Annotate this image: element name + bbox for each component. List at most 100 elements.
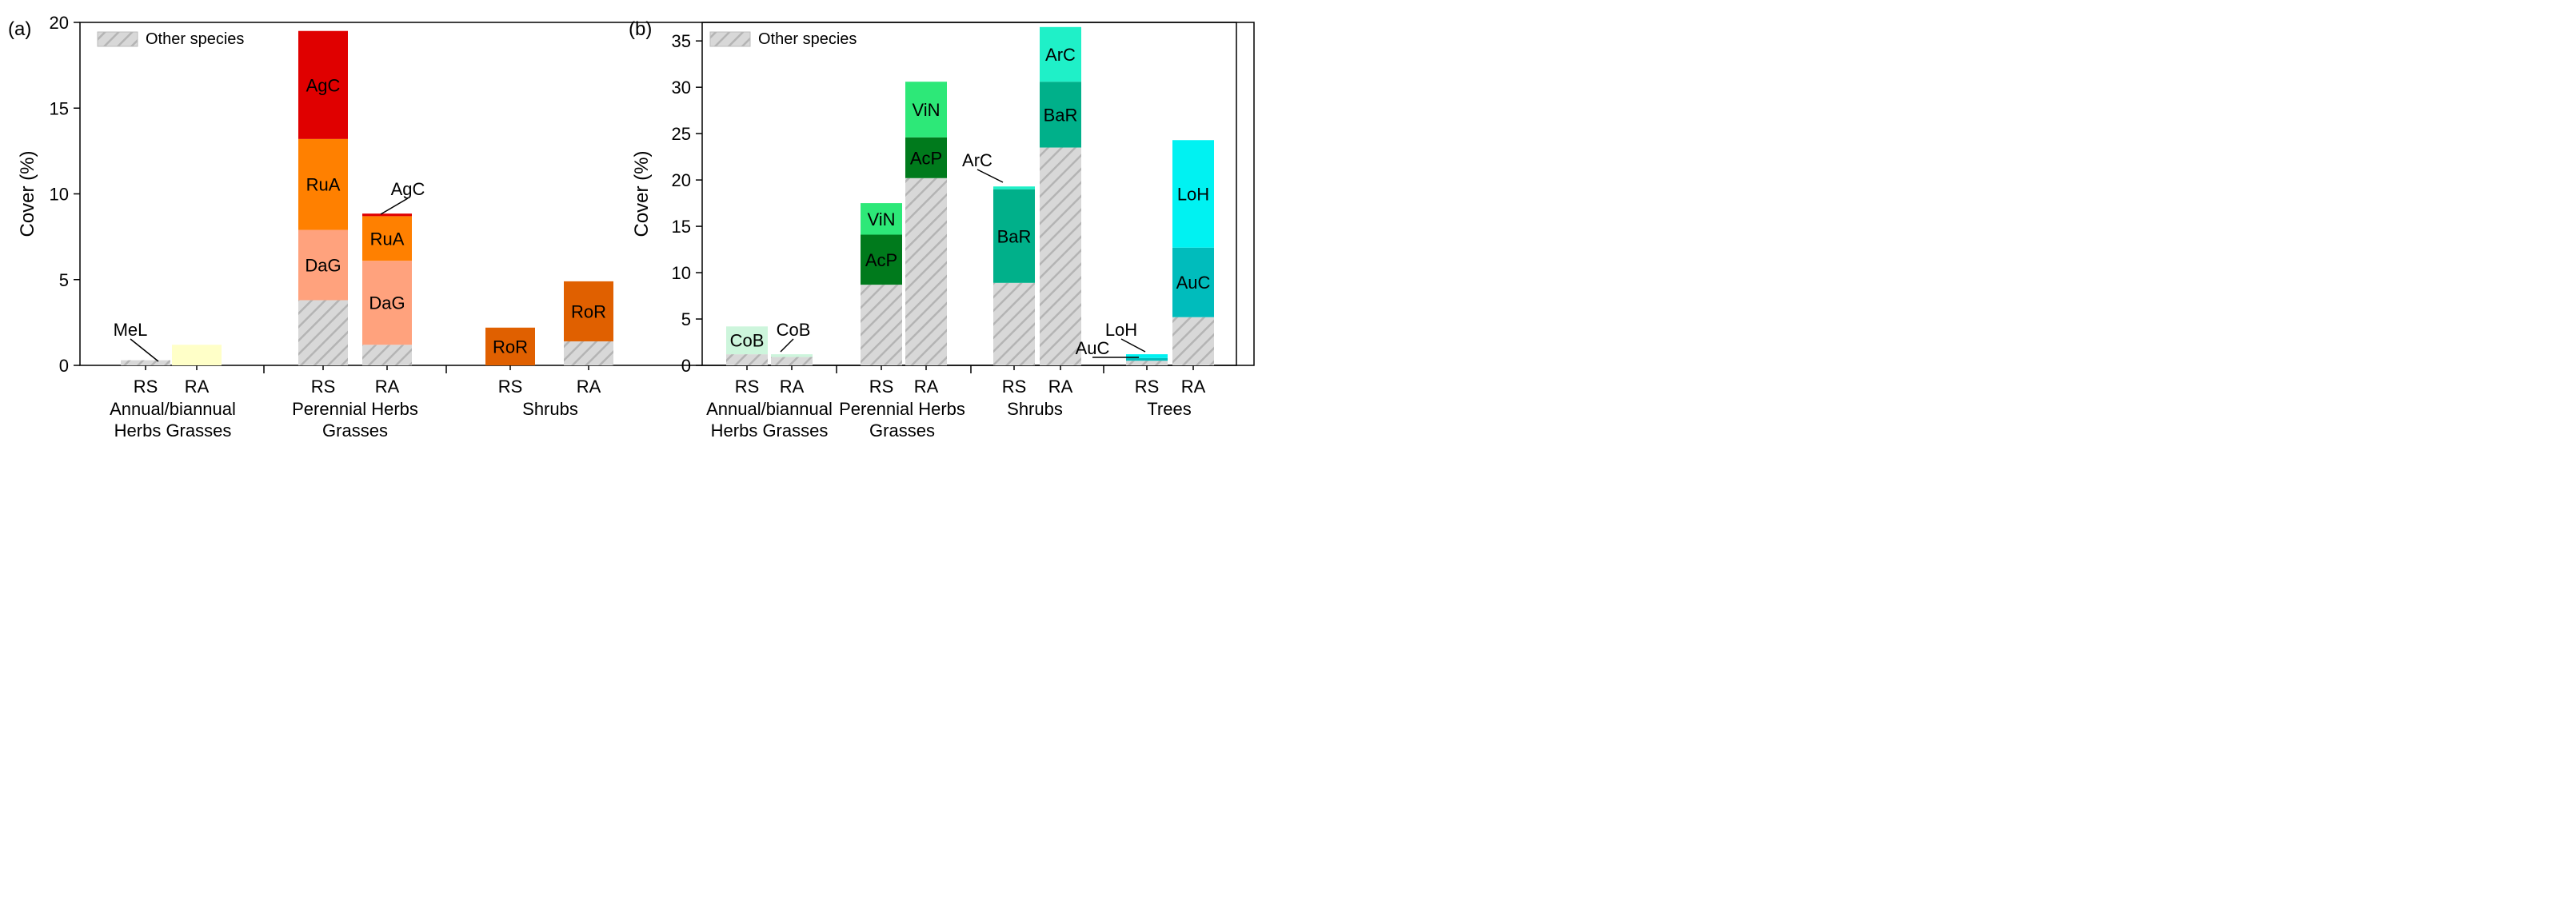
bar-b-annual-biannual-herbs-grasses-ra-cob xyxy=(771,354,813,357)
bar-a-perennial-herbs-grasses-ra-rua xyxy=(362,216,412,261)
bar-a-shrubs-rs-ror-label: RoR xyxy=(493,337,528,357)
y-tick-label-a-5: 5 xyxy=(59,270,69,290)
bar-b-perennial-herbs-grasses-ra-vin-label: ViN xyxy=(912,100,940,120)
x-tick-label-b-trees-ra: RA xyxy=(1181,377,1206,397)
y-tick-label-b-15: 15 xyxy=(672,217,691,237)
group-label-a-shrubs-0: Shrubs xyxy=(522,399,578,419)
x-tick-label-a-annual-biannual-herbs-grasses-rs: RS xyxy=(134,377,158,397)
bar-b-shrubs-rs-bar xyxy=(993,189,1035,283)
y-tick-label-b-25: 25 xyxy=(672,124,691,144)
y-tick-label-a-20: 20 xyxy=(50,13,69,33)
y-tick-label-a-10: 10 xyxy=(50,185,69,205)
group-label-a-annual-biannual-herbs-grasses-1: Herbs Grasses xyxy=(114,421,232,441)
bar-a-shrubs-ra-other-species xyxy=(564,341,613,365)
bar-b-shrubs-ra-arc xyxy=(1040,26,1081,82)
bar-a-annual-biannual-herbs-grasses-rs-other-species xyxy=(121,360,170,365)
y-tick-label-b-35: 35 xyxy=(672,31,691,51)
bar-a-perennial-herbs-grasses-rs-dag-label: DaG xyxy=(305,256,341,276)
x-tick-label-b-perennial-herbs-grasses-rs: RS xyxy=(869,377,894,397)
y-tick-label-b-0: 0 xyxy=(681,356,691,376)
bar-b-perennial-herbs-grasses-ra-other-species xyxy=(905,177,947,365)
bar-b-perennial-herbs-grasses-ra-acp xyxy=(905,137,947,178)
bar-a-perennial-herbs-grasses-rs-other-species xyxy=(298,300,348,365)
bar-b-trees-ra-auc xyxy=(1172,247,1214,317)
x-tick-label-a-perennial-herbs-grasses-ra: RA xyxy=(375,377,400,397)
bar-b-trees-ra-loh xyxy=(1172,140,1214,248)
bar-b-shrubs-ra-bar xyxy=(1040,82,1081,148)
bar-b-shrubs-ra-arc-label: ArC xyxy=(1045,45,1076,65)
group-label-a-perennial-herbs-grasses-0: Perennial Herbs xyxy=(292,399,418,419)
group-label-a-perennial-herbs-grasses-1: Grasses xyxy=(322,421,388,441)
bar-a-annual-biannual-herbs-grasses-ra-mel xyxy=(172,345,222,365)
bar-b-perennial-herbs-grasses-rs-other-species xyxy=(861,285,902,365)
legend-swatch-b xyxy=(709,31,751,47)
x-tick-label-b-trees-rs: RS xyxy=(1135,377,1160,397)
panel-label-a: (a) xyxy=(8,18,31,40)
group-label-b-perennial-herbs-grasses-1: Grasses xyxy=(869,421,935,441)
bar-b-shrubs-ra-other-species xyxy=(1040,147,1081,365)
group-label-b-trees-0: Trees xyxy=(1147,399,1191,419)
group-label-a-annual-biannual-herbs-grasses-0: Annual/biannual xyxy=(110,399,236,419)
y-tick-label-a-0: 0 xyxy=(59,356,69,376)
bar-a-perennial-herbs-grasses-rs-agc xyxy=(298,30,348,139)
bar-b-perennial-herbs-grasses-rs-acp xyxy=(861,234,902,285)
bar-b-perennial-herbs-grasses-rs-vin xyxy=(861,203,902,235)
annotation-b-cob-0: CoB xyxy=(777,320,811,340)
bar-b-annual-biannual-herbs-grasses-rs-cob xyxy=(726,326,768,355)
bar-a-perennial-herbs-grasses-rs-rua-label: RuA xyxy=(306,175,341,195)
bar-a-perennial-herbs-grasses-rs-agc-label: AgC xyxy=(306,75,341,95)
plot-frame-b xyxy=(701,22,1237,366)
bar-b-shrubs-rs-other-species xyxy=(993,282,1035,365)
group-label-b-shrubs-0: Shrubs xyxy=(1007,399,1063,419)
group-label-b-annual-biannual-herbs-grasses-0: Annual/biannual xyxy=(706,399,833,419)
bar-a-perennial-herbs-grasses-rs-dag xyxy=(298,229,348,301)
bar-b-trees-rs-auc xyxy=(1126,357,1168,361)
bar-b-perennial-herbs-grasses-ra-vin xyxy=(905,82,947,138)
bar-a-perennial-herbs-grasses-ra-dag xyxy=(362,261,412,345)
chart-panel-b: (b) Cover (%) 0 5 10 15 20 25 30 35 Other species C… xyxy=(629,18,1237,441)
y-axis-title-a: Cover (%) xyxy=(17,150,38,237)
bar-b-trees-ra-other-species xyxy=(1172,317,1214,365)
bar-b-perennial-herbs-grasses-ra-acp-label: AcP xyxy=(910,148,942,168)
bar-a-shrubs-ra-ror xyxy=(564,281,613,341)
legend-label-a: Other species xyxy=(146,30,244,48)
bar-a-perennial-herbs-grasses-ra-dag-label: DaG xyxy=(369,293,405,313)
group-label-b-annual-biannual-herbs-grasses-1: Herbs Grasses xyxy=(711,421,829,441)
bar-a-shrubs-ra-ror-label: RoR xyxy=(571,301,606,321)
x-tick-label-b-perennial-herbs-grasses-ra: RA xyxy=(914,377,939,397)
y-axis-title-b: Cover (%) xyxy=(631,150,653,237)
x-tick-label-b-annual-biannual-herbs-grasses-rs: RS xyxy=(735,377,760,397)
y-tick-label-b-30: 30 xyxy=(672,78,691,98)
bar-b-shrubs-rs-arc xyxy=(993,186,1035,189)
panel-label-b: (b) xyxy=(629,18,652,40)
bar-b-trees-ra-loh-label: LoH xyxy=(1177,185,1209,205)
annotation-leader-a-1 xyxy=(380,197,409,215)
y-tick-label-b-20: 20 xyxy=(672,170,691,190)
legend-swatch-a xyxy=(97,31,138,47)
legend-label-b: Other species xyxy=(758,30,857,48)
annotation-leader-b-1 xyxy=(976,169,1004,183)
bar-a-perennial-herbs-grasses-ra-rua-label: RuA xyxy=(370,229,405,249)
bar-b-annual-biannual-herbs-grasses-rs-other-species xyxy=(726,354,768,365)
bar-b-perennial-herbs-grasses-rs-vin-label: ViN xyxy=(867,209,895,229)
x-tick-label-b-annual-biannual-herbs-grasses-ra: RA xyxy=(780,377,805,397)
bar-b-perennial-herbs-grasses-rs-acp-label: AcP xyxy=(865,250,897,270)
bar-b-shrubs-rs-bar-label: BaR xyxy=(997,226,1032,246)
group-label-b-perennial-herbs-grasses-0: Perennial Herbs xyxy=(839,399,965,419)
annotation-leader-b-0 xyxy=(780,338,794,353)
x-tick-label-b-shrubs-ra: RA xyxy=(1048,377,1073,397)
x-tick-label-a-perennial-herbs-grasses-rs: RS xyxy=(311,377,336,397)
bar-b-trees-ra-auc-label: AuC xyxy=(1176,273,1211,293)
bar-a-perennial-herbs-grasses-rs-rua xyxy=(298,138,348,230)
bar-a-perennial-herbs-grasses-ra-agc xyxy=(362,213,412,217)
annotation-leader-b-3 xyxy=(1120,338,1146,353)
bar-a-perennial-herbs-grasses-ra-other-species xyxy=(362,345,412,365)
y-tick-label-b-10: 10 xyxy=(672,263,691,283)
bar-b-annual-biannual-herbs-grasses-ra-other-species xyxy=(771,357,813,365)
bar-a-shrubs-rs-ror xyxy=(485,327,535,365)
annotation-leader-a-0 xyxy=(130,338,159,362)
y-tick-label-b-5: 5 xyxy=(681,309,691,329)
bar-b-annual-biannual-herbs-grasses-rs-cob-label: CoB xyxy=(730,331,765,351)
